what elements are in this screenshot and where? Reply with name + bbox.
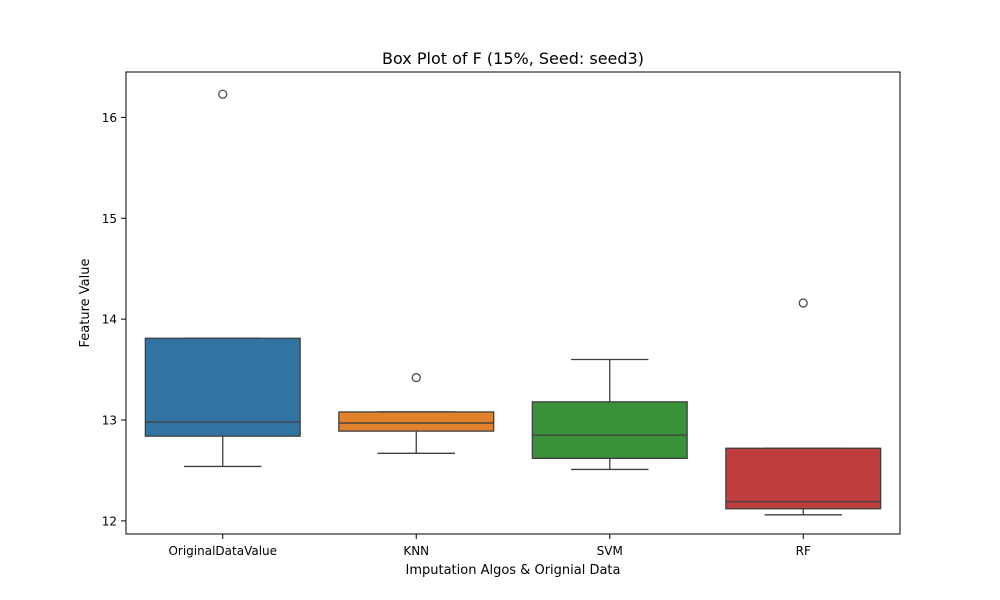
box-group-svm (531, 358, 688, 471)
y-tick-label: 12 (102, 514, 117, 528)
y-tick-label: 16 (102, 111, 117, 125)
outlier-point (798, 298, 808, 308)
plot-area-frame (125, 71, 901, 535)
y-axis-label: Feature Value (78, 259, 93, 348)
box-iqr (531, 401, 688, 459)
outlier-point (411, 373, 421, 383)
x-tick-label: OriginalDataValue (168, 544, 277, 558)
box-iqr (144, 337, 301, 437)
x-tick-label: KNN (403, 544, 429, 558)
y-tick-label: 15 (102, 212, 117, 226)
box-iqr (338, 411, 495, 432)
outlier-point (218, 89, 228, 99)
x-tick-label: RF (796, 544, 811, 558)
y-axis: 12 13 14 15 16 (102, 111, 126, 528)
x-tick-label: SVM (597, 544, 623, 558)
boxes-layer (144, 89, 882, 516)
x-axis-label: Imputation Algos & Orignial Data (405, 563, 620, 578)
x-axis: OriginalDataValue KNN SVM RF (168, 534, 811, 558)
box-group-knn (338, 373, 495, 454)
box-group-rf (725, 298, 882, 516)
y-tick-label: 14 (102, 313, 117, 327)
y-tick-label: 13 (102, 414, 117, 428)
box-iqr (725, 447, 882, 510)
chart-title: Box Plot of F (15%, Seed: seed3) (382, 49, 644, 68)
box-group-originaldatavalue (144, 89, 301, 468)
